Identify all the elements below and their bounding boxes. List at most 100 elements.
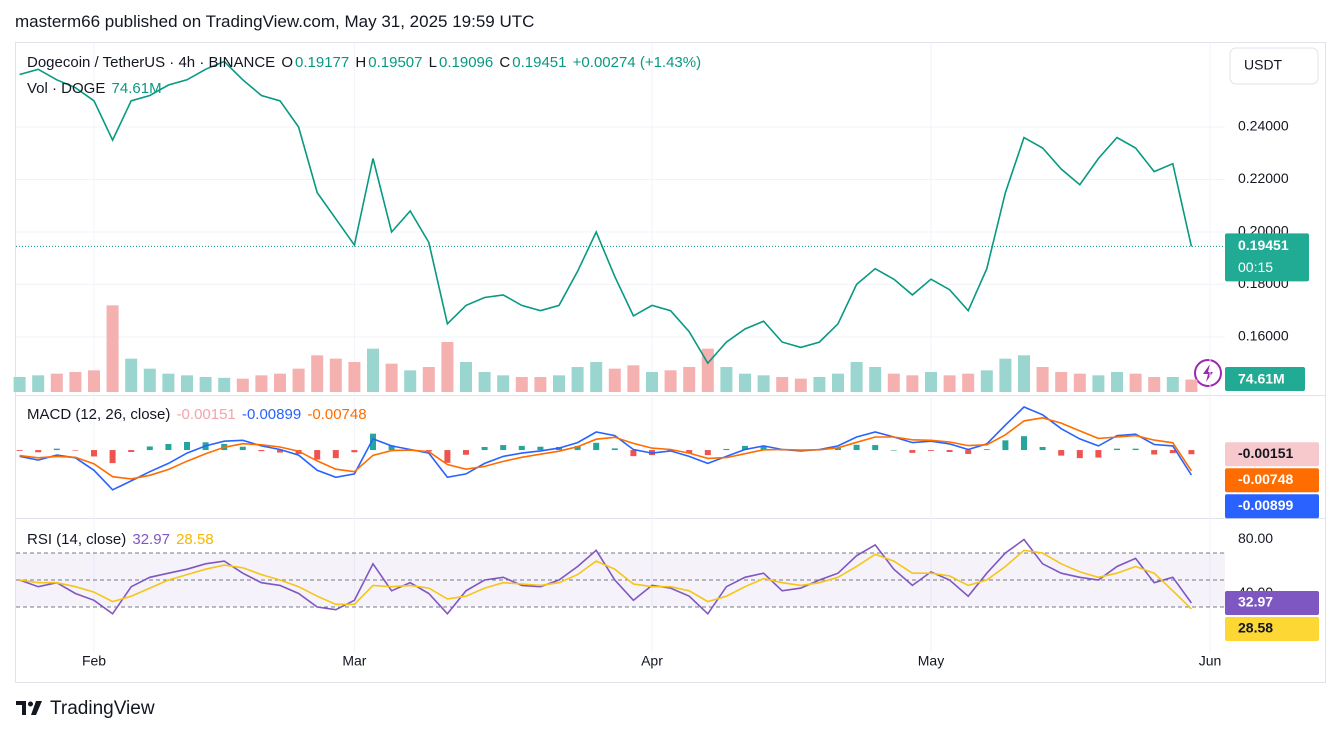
close-value: 0.19451: [512, 54, 567, 71]
macd-histogram-bar: [593, 442, 600, 451]
y-tick-label: 80.00: [1238, 530, 1273, 546]
macd-histogram-bar: [332, 450, 339, 459]
y-tick-label: 0.22000: [1238, 170, 1289, 186]
volume-bar: [143, 368, 156, 392]
histogram-value: -0.00151: [176, 406, 236, 423]
volume-bar: [106, 305, 119, 392]
volume-bar: [776, 377, 789, 392]
macd-histogram-bar: [277, 450, 283, 453]
open-value: 0.19177: [295, 54, 350, 71]
macd-histogram-bar: [611, 448, 618, 451]
volume-bar: [627, 365, 640, 392]
volume-bar: [348, 362, 361, 392]
macd-histogram-bar: [109, 450, 116, 464]
macd-histogram-bar: [946, 450, 953, 452]
value-tag: [1225, 494, 1319, 519]
macd-histogram-bar: [760, 446, 767, 451]
volume-bar: [962, 373, 975, 392]
volume-bar: [869, 367, 882, 392]
macd-histogram-bar: [314, 450, 321, 460]
volume-bar: [367, 348, 379, 392]
volume-bar: [757, 375, 770, 392]
volume-bar: [13, 377, 26, 392]
volume-tag-value: 74.61M: [1238, 371, 1285, 387]
rsi-ma-line: [19, 549, 1192, 610]
volume-bar: [497, 375, 510, 392]
volume-bar: [32, 375, 45, 392]
rsi-legend: RSI (14, close) 32.97 28.58: [27, 531, 216, 548]
macd-histogram-bar: [184, 442, 190, 451]
volume-bar: [329, 358, 342, 392]
macd-histogram-bar: [779, 450, 786, 451]
x-tick-label: Jun: [1199, 653, 1222, 669]
rsi-title: RSI (14, close): [27, 531, 127, 548]
volume-bar: [385, 363, 398, 392]
currency-label: USDT: [1244, 57, 1283, 73]
rsi-ma-value: 28.58: [176, 531, 214, 548]
macd-histogram-bar: [928, 450, 934, 451]
volume-bar: [1018, 355, 1030, 392]
macd-histogram-bar: [1169, 450, 1176, 454]
macd-histogram-bar: [146, 446, 153, 451]
volume-bar: [1148, 377, 1161, 392]
volume-bar: [125, 358, 138, 392]
macd-legend: MACD (12, 26, close) -0.00151 -0.00899 -…: [27, 406, 369, 423]
macd-histogram-bar: [463, 450, 469, 455]
value-tag-label: 32.97: [1238, 594, 1273, 610]
volume-bar: [404, 370, 417, 392]
macd-histogram-bar: [1039, 447, 1046, 451]
volume-bar: [236, 378, 249, 392]
macd-histogram-bar: [742, 445, 748, 451]
volume-bar: [162, 373, 175, 392]
volume-bar: [720, 367, 733, 392]
volume-bar: [739, 373, 751, 392]
macd-line: [19, 416, 1193, 480]
volume-bar: [571, 367, 584, 392]
ohlc-label: O: [281, 54, 294, 71]
macd-histogram-bar: [965, 450, 972, 454]
volume-bar: [218, 377, 231, 392]
value-tag-label: -0.00748: [1238, 471, 1293, 487]
volume-bar: [274, 373, 286, 392]
alert-icon[interactable]: [1194, 359, 1222, 387]
volume-bar: [1111, 372, 1123, 392]
macd-histogram-bar: [853, 444, 860, 451]
macd-histogram-bar: [835, 448, 841, 451]
macd-line: [19, 406, 1193, 491]
value-tag-label: 28.58: [1238, 620, 1273, 636]
macd-histogram-bar: [686, 450, 693, 454]
volume-bar: [478, 372, 491, 392]
x-tick-label: Apr: [641, 653, 663, 669]
currency-button[interactable]: [1229, 47, 1319, 85]
footer-logo: TradingView: [16, 698, 155, 719]
volume-bar: [850, 362, 863, 392]
macd-histogram-bar: [537, 446, 544, 451]
volume-bar: [1129, 373, 1142, 392]
macd-histogram-bar: [258, 450, 265, 452]
x-tick-label: May: [918, 653, 944, 669]
volume-bar: [255, 375, 268, 392]
volume-bar: [1092, 375, 1105, 392]
volume-bar: [999, 358, 1012, 392]
macd-histogram-bar: [1058, 450, 1065, 456]
macd-histogram-bar: [1188, 450, 1195, 455]
volume-bar: [832, 373, 844, 392]
volume-bar: [460, 362, 472, 392]
y-tick-label: 0.16000: [1238, 328, 1289, 344]
volume-bar: [794, 378, 807, 392]
macd-histogram-bar: [165, 443, 172, 451]
volume-bar: [69, 372, 82, 392]
macd-histogram-bar: [1002, 440, 1009, 451]
ohlc-label: H: [355, 54, 367, 71]
macd-title: MACD (12, 26, close): [27, 406, 171, 423]
macd-histogram-bar: [1151, 450, 1158, 455]
countdown: 00:15: [1238, 259, 1273, 275]
volume-bar: [980, 370, 993, 392]
price-legend: Dogecoin / TetherUS · 4h · BINANCE O 0.19…: [27, 54, 703, 71]
ohlc-label: L: [428, 54, 438, 71]
volume-bar: [181, 375, 193, 392]
volume-bar: [906, 375, 919, 392]
rsi-value: 32.97: [132, 531, 170, 548]
x-tick-label: Feb: [82, 653, 106, 669]
